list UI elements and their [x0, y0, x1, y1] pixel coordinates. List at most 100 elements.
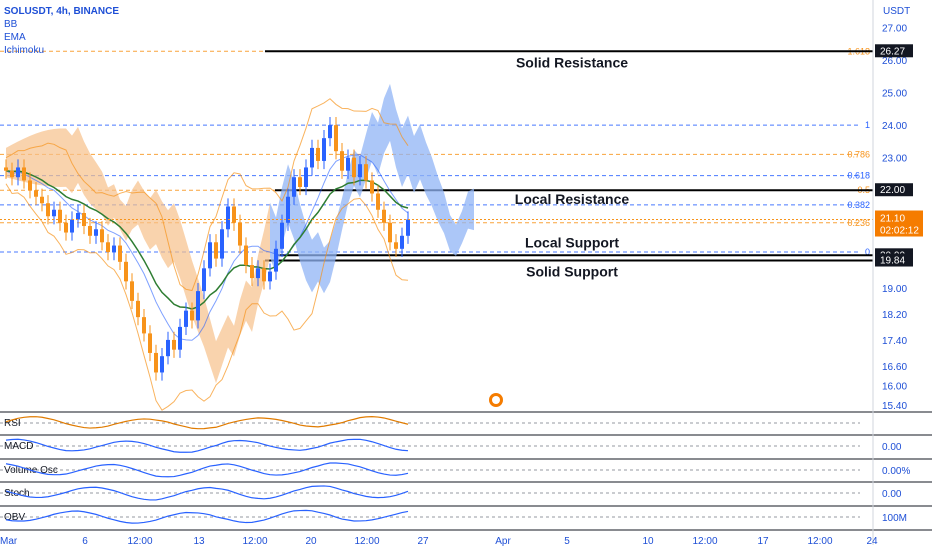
- candle[interactable]: [274, 240, 278, 280]
- ichimoku-cloud-bullish: [270, 83, 474, 294]
- candle[interactable]: [286, 188, 290, 231]
- candle[interactable]: [94, 221, 98, 244]
- candle[interactable]: [334, 117, 338, 160]
- candle-body: [334, 125, 338, 152]
- candle[interactable]: [364, 156, 368, 189]
- candle[interactable]: [142, 309, 146, 342]
- candle[interactable]: [280, 214, 284, 257]
- candle[interactable]: [52, 201, 56, 225]
- candle[interactable]: [406, 211, 410, 244]
- candle[interactable]: [100, 221, 104, 251]
- price-tick-label: 25.00: [882, 89, 907, 100]
- candle[interactable]: [292, 169, 296, 205]
- candle[interactable]: [148, 325, 152, 362]
- candle[interactable]: [22, 159, 26, 189]
- candle[interactable]: [130, 273, 134, 310]
- candle[interactable]: [184, 302, 188, 336]
- level-price-badge[interactable]: [875, 253, 913, 267]
- pane-title[interactable]: MACD: [4, 441, 33, 452]
- candle[interactable]: [10, 162, 14, 186]
- candle[interactable]: [262, 260, 266, 290]
- candle[interactable]: [340, 143, 344, 179]
- pane-series: [5, 485, 409, 501]
- candle[interactable]: [310, 139, 314, 176]
- candle[interactable]: [118, 237, 122, 270]
- candle[interactable]: [244, 237, 248, 274]
- current-price-badge[interactable]: [875, 210, 923, 237]
- candle-body: [370, 180, 374, 194]
- candle[interactable]: [214, 234, 218, 267]
- candle[interactable]: [166, 331, 170, 365]
- candle-body: [250, 265, 254, 279]
- candle[interactable]: [40, 188, 44, 212]
- candle[interactable]: [70, 211, 74, 241]
- candle[interactable]: [172, 331, 176, 358]
- candle[interactable]: [232, 198, 236, 231]
- pane-title[interactable]: RSI: [4, 418, 21, 429]
- indicator-bb[interactable]: BB: [4, 19, 18, 30]
- candle[interactable]: [58, 201, 62, 231]
- candle[interactable]: [16, 159, 20, 186]
- candle-body: [256, 268, 260, 279]
- candle[interactable]: [112, 237, 116, 261]
- candle[interactable]: [4, 159, 8, 179]
- candle[interactable]: [34, 182, 38, 205]
- price-axis[interactable]: USDT 27.00 26.00 25.00 24.00 23.00 19.00 18.20 1…: [872, 0, 923, 545]
- indicator-ichimoku[interactable]: Ichimoku: [4, 45, 45, 56]
- level-price-badge[interactable]: [875, 183, 913, 197]
- candle[interactable]: [88, 217, 92, 244]
- candle[interactable]: [400, 227, 404, 257]
- candle[interactable]: [136, 292, 140, 326]
- candle[interactable]: [376, 185, 380, 218]
- candle[interactable]: [316, 139, 320, 170]
- candle[interactable]: [220, 221, 224, 267]
- candle[interactable]: [304, 159, 308, 196]
- time-tick-label: 12:00: [354, 536, 379, 547]
- candle[interactable]: [196, 282, 200, 329]
- pane-series: [5, 416, 409, 430]
- candle[interactable]: [106, 234, 110, 261]
- candle[interactable]: [352, 149, 356, 186]
- candle[interactable]: [382, 201, 386, 231]
- candle[interactable]: [28, 172, 32, 199]
- candle[interactable]: [322, 130, 326, 170]
- candle[interactable]: [124, 253, 128, 290]
- candle-body: [88, 226, 92, 236]
- candle[interactable]: [226, 198, 230, 238]
- price-tick-label: 27.00: [882, 24, 907, 35]
- candle[interactable]: [190, 302, 194, 329]
- candle-body: [118, 245, 122, 262]
- candle[interactable]: [250, 256, 254, 287]
- candle[interactable]: [268, 263, 272, 290]
- candle-body: [100, 229, 104, 243]
- candle[interactable]: [394, 234, 398, 257]
- time-axis[interactable]: Mar 6 12:00 13 12:00 20 12:00 27 Apr 5 10 12:00 17 12…: [0, 536, 878, 547]
- candle[interactable]: [202, 260, 206, 300]
- candle[interactable]: [256, 260, 260, 287]
- candle[interactable]: [208, 234, 212, 277]
- candle[interactable]: [238, 214, 242, 254]
- candle[interactable]: [346, 149, 350, 179]
- candle-body: [274, 248, 278, 272]
- candle[interactable]: [388, 214, 392, 251]
- candle[interactable]: [160, 348, 164, 381]
- candle[interactable]: [358, 156, 362, 186]
- candle[interactable]: [64, 214, 68, 241]
- candle-body: [142, 317, 146, 334]
- pane-title[interactable]: OBV: [4, 512, 25, 523]
- candle[interactable]: [328, 117, 332, 147]
- candle[interactable]: [370, 172, 374, 202]
- candle[interactable]: [178, 318, 182, 358]
- candle[interactable]: [154, 344, 158, 381]
- candle-body: [316, 147, 320, 161]
- candle[interactable]: [76, 204, 80, 228]
- time-tick-label: 5: [564, 536, 570, 547]
- candle-body: [220, 229, 224, 259]
- level-price-badge[interactable]: [875, 44, 913, 58]
- candle-body: [340, 151, 344, 171]
- fib-level-label: 0: [865, 247, 870, 257]
- indicator-ema[interactable]: EMA: [4, 32, 26, 43]
- candle[interactable]: [298, 169, 302, 196]
